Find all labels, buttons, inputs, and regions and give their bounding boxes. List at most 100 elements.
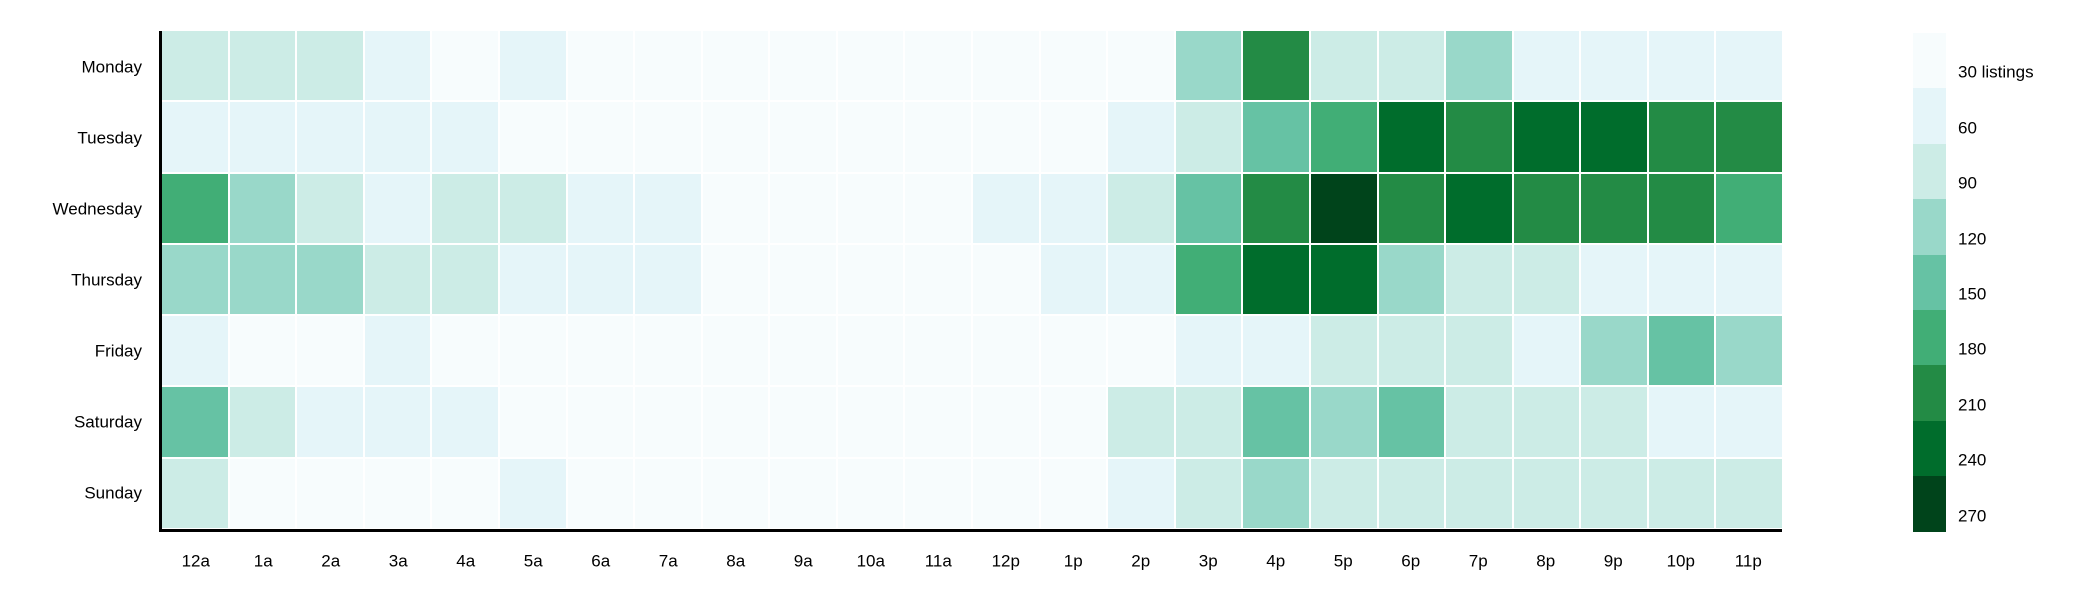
heatmap-cell xyxy=(770,387,836,457)
heatmap-cell xyxy=(297,102,363,172)
legend-swatch-30 xyxy=(1913,33,1946,89)
x-axis-label: 9p xyxy=(1603,551,1623,571)
x-axis-label: 4a xyxy=(456,551,476,571)
heatmap-cell xyxy=(973,387,1039,457)
heatmap-cell xyxy=(973,31,1039,101)
heatmap-cell xyxy=(1581,387,1647,457)
heatmap-cell xyxy=(635,31,701,101)
heatmap-cell xyxy=(770,173,836,243)
heatmap-cell xyxy=(973,173,1039,243)
y-axis-label: Tuesday xyxy=(77,128,142,147)
y-axis-line xyxy=(159,31,162,531)
heatmap-cell xyxy=(1310,387,1377,457)
x-axis-label: 2a xyxy=(321,551,341,571)
heatmap-cell xyxy=(297,387,363,457)
heatmap-cell xyxy=(1108,244,1174,315)
x-axis-label: 8a xyxy=(726,551,746,571)
heatmap-cell xyxy=(905,173,971,243)
x-axis-label: 9a xyxy=(793,551,813,571)
heatmap-cell xyxy=(297,458,363,528)
heatmap-cell xyxy=(770,458,836,528)
heatmap-cell xyxy=(1175,316,1242,386)
legend-label: 210 xyxy=(1958,395,1987,415)
legend-label: 90 xyxy=(1958,173,1977,193)
x-axis-label: 3a xyxy=(388,551,408,571)
heatmap-cell xyxy=(1378,316,1445,386)
legend-label: 60 xyxy=(1958,118,1977,138)
x-axis-label: 7a xyxy=(658,551,678,571)
heatmap-cell xyxy=(1310,316,1377,386)
heatmap-cell xyxy=(1040,387,1107,457)
heatmap-cell xyxy=(1108,458,1174,528)
heatmap-cell xyxy=(1648,102,1715,172)
heatmap-cell xyxy=(162,244,228,315)
x-axis-label: 8p xyxy=(1536,551,1556,571)
heatmap-cell xyxy=(1446,173,1512,243)
heatmap-cell xyxy=(1040,244,1107,315)
heatmap-cell xyxy=(1243,31,1309,101)
x-axis-label: 1a xyxy=(253,551,273,571)
heatmap-cell xyxy=(229,31,296,101)
heatmap-cell xyxy=(1716,173,1782,243)
heatmap-cell xyxy=(499,173,566,243)
heatmap-cell xyxy=(1513,31,1580,101)
heatmap-cell xyxy=(567,173,634,243)
heatmap-cell xyxy=(1648,316,1715,386)
y-axis-label: Saturday xyxy=(73,412,142,431)
heatmap-cell xyxy=(229,387,296,457)
heatmap-cell xyxy=(1581,244,1647,315)
heatmap-cell xyxy=(567,31,634,101)
x-axis-label: 4p xyxy=(1266,551,1286,571)
legend-label: 30 listings xyxy=(1958,62,2034,82)
heatmap-cell xyxy=(567,244,634,315)
x-axis-label: 6a xyxy=(591,551,611,571)
y-axis-label: Friday xyxy=(94,341,142,360)
heatmap-cell xyxy=(837,458,904,528)
heatmap-cell xyxy=(162,458,228,528)
heatmap-cell xyxy=(1716,387,1782,457)
heatmap-cell xyxy=(432,173,498,243)
heatmap-cell xyxy=(1716,244,1782,315)
heatmap-cell xyxy=(1108,173,1174,243)
heatmap-cell xyxy=(1648,173,1715,243)
heatmap-cell xyxy=(1378,102,1445,172)
heatmap-cell xyxy=(364,102,431,172)
heatmap-cell xyxy=(567,458,634,528)
heatmap-cell xyxy=(229,244,296,315)
heatmap-cell xyxy=(364,31,431,101)
heatmap-cell xyxy=(702,102,769,172)
x-axis-label: 5a xyxy=(523,551,543,571)
heatmap-cell xyxy=(229,316,296,386)
heatmap-cell xyxy=(1310,458,1377,528)
heatmap-cell xyxy=(567,387,634,457)
heatmap-cell xyxy=(1378,458,1445,528)
x-axis-label: 10p xyxy=(1666,551,1695,571)
heatmap-cell xyxy=(837,244,904,315)
heatmap-cell xyxy=(1378,31,1445,101)
heatmap-cell xyxy=(229,102,296,172)
heatmap-cell xyxy=(1310,244,1377,315)
heatmap-cell xyxy=(297,244,363,315)
heatmap-cell xyxy=(499,244,566,315)
heatmap-cell xyxy=(162,31,228,101)
heatmap-cell xyxy=(905,316,971,386)
heatmap-cell xyxy=(1581,173,1647,243)
heatmap-cell xyxy=(1108,316,1174,386)
heatmap-cell xyxy=(162,387,228,457)
heatmap-cell xyxy=(1716,102,1782,172)
heatmap-cell xyxy=(1378,244,1445,315)
heatmap-cell xyxy=(1310,31,1377,101)
legend-swatch-180 xyxy=(1913,310,1946,366)
heatmap-cell xyxy=(702,173,769,243)
heatmap-cell xyxy=(905,102,971,172)
heatmap-cell xyxy=(905,31,971,101)
heatmap-cell xyxy=(1446,244,1512,315)
heatmap-cell xyxy=(1513,458,1580,528)
heatmap-cell xyxy=(1243,458,1309,528)
heatmap-cell xyxy=(1108,102,1174,172)
legend-label: 240 xyxy=(1958,450,1987,470)
legend-label: 120 xyxy=(1958,229,1987,249)
heatmap-cell xyxy=(1446,458,1512,528)
heatmap-cell xyxy=(1175,31,1242,101)
